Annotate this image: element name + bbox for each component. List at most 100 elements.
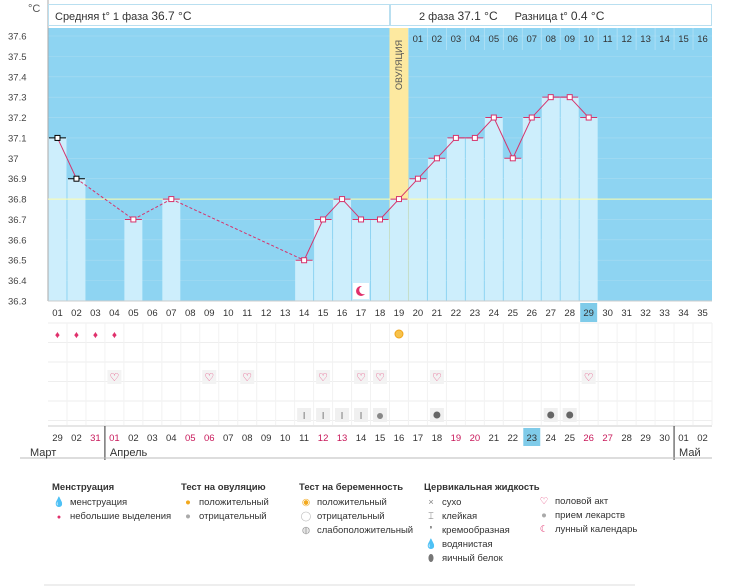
- heart-icon: ♡: [109, 372, 119, 384]
- annotation-cell-bg: [297, 408, 312, 422]
- cycle-day-label: 32: [640, 308, 651, 319]
- cycle-day-label: 10: [223, 308, 234, 319]
- calendar-date: 24: [545, 433, 556, 444]
- cycle-day-label: 24: [489, 308, 500, 319]
- temperature-point: [168, 196, 175, 203]
- legend-item: отрицательный: [199, 511, 267, 522]
- legend-pregnancy-test: Тест на беременность ◉ положительный ◯ отр…: [299, 482, 413, 538]
- phase2-value: 37.1 °C: [457, 9, 498, 23]
- menstruation-icon: ♦: [112, 330, 117, 341]
- sticky-icon: I: [360, 411, 363, 422]
- diff-value: 0.4 °C: [570, 9, 605, 23]
- temperature-bar: [427, 158, 446, 301]
- creamy-icon: [433, 411, 441, 419]
- cycle-day-label: 13: [280, 308, 291, 319]
- calendar-date: 28: [621, 433, 632, 444]
- temperature-point: [301, 257, 308, 264]
- post-ovulation-day: 02: [432, 34, 443, 45]
- annotation-cell-bg: [240, 370, 255, 384]
- temperature-line-segment: [493, 117, 514, 159]
- heart-icon: ♡: [204, 372, 214, 384]
- calendar-date: 23: [526, 433, 537, 444]
- y-tick-label: 37.3: [8, 93, 27, 104]
- annotation-cell-bg: [316, 370, 331, 384]
- cycle-day-label: 26: [526, 308, 537, 319]
- y-tick-label: 37.5: [8, 52, 27, 63]
- temperature-bar: [465, 137, 484, 301]
- cycle-day-label: 34: [678, 308, 689, 319]
- legend-cervical-fluid: Цервикальная жидкость × сухо ⌶ клейкая ❜ кр…: [424, 482, 540, 566]
- calendar-date: 14: [356, 433, 367, 444]
- temperature-line-segment: [512, 117, 533, 159]
- diff-label: Разница t°: [514, 11, 568, 23]
- legend-item: водянистая: [442, 539, 493, 550]
- cycle-day-label: 30: [602, 308, 613, 319]
- calendar-date: 08: [242, 433, 253, 444]
- cycle-day-label: 14: [299, 308, 310, 319]
- sticky-icon: ⌶: [428, 511, 434, 522]
- phase2-label: 2 фаза: [419, 11, 455, 23]
- egg-white-icon: ⬮: [428, 553, 434, 564]
- phase1-summary: Средняя t° 1 фаза 36.7 °C: [48, 4, 390, 26]
- temperature-bar: [579, 117, 598, 302]
- temperature-line-segment: [474, 117, 495, 139]
- cycle-day-label: 19: [394, 308, 405, 319]
- temperature-line-segment: [398, 178, 419, 200]
- cycle-day-label: 05: [128, 308, 139, 319]
- temperature-line-segment: [379, 198, 400, 220]
- y-tick-label: 37.6: [8, 32, 27, 43]
- legend-ovulation-title: Тест на овуляцию: [181, 482, 266, 493]
- menstruation-icon: 💧: [53, 497, 65, 508]
- cycle-day-label: 15: [318, 308, 329, 319]
- legend-item: положительный: [317, 497, 387, 508]
- calendar-date: 11: [299, 433, 309, 444]
- calendar-date: 30: [659, 433, 670, 444]
- cycle-day-label: 33: [659, 308, 670, 319]
- temperature-point: [358, 216, 365, 223]
- month-label: Апрель: [110, 447, 148, 459]
- temperature-point: [339, 196, 346, 203]
- cycle-day-label: 12: [261, 308, 272, 319]
- cycle-day-label: 35: [697, 308, 708, 319]
- temperature-point: [528, 114, 535, 121]
- heart-icon: ♡: [432, 372, 442, 384]
- ovulation-negative-icon: ●: [185, 511, 191, 522]
- temperature-line-segment: [171, 198, 305, 261]
- calendar-date: 17: [413, 433, 424, 444]
- phase1-value: 36.7 °C: [151, 9, 192, 23]
- temperature-point: [490, 114, 497, 121]
- sticky-icon: I: [341, 411, 344, 422]
- y-tick-label: 36.6: [8, 235, 27, 246]
- menstruation-icon: ♦: [74, 330, 79, 341]
- cycle-day-label: 03: [90, 308, 101, 319]
- calendar-date: 01: [109, 433, 120, 444]
- y-tick-label: 36.8: [8, 195, 27, 206]
- watery-icon: 💧: [425, 539, 437, 550]
- calendar-date: 10: [280, 433, 291, 444]
- sticky-icon: I: [322, 411, 325, 422]
- temperature-line-segment: [341, 198, 362, 220]
- temperature-point: [585, 114, 592, 121]
- post-ovulation-day: 14: [659, 34, 670, 45]
- post-ovulation-day: 01: [413, 34, 424, 45]
- calendar-date: 19: [451, 433, 462, 444]
- temperature-point: [73, 175, 80, 182]
- pregnancy-negative-icon: ◯: [300, 511, 312, 522]
- post-ovulation-day: 13: [640, 34, 651, 45]
- y-tick-label: 36.7: [8, 215, 27, 226]
- post-ovulation-day: 12: [621, 34, 632, 45]
- watery-icon: [377, 413, 383, 419]
- temperature-point: [130, 216, 137, 223]
- temperature-bar: [389, 199, 408, 301]
- pregnancy-weak-icon: ◍: [301, 525, 311, 536]
- y-tick-label: 36.4: [8, 276, 27, 287]
- temperature-line-segment: [322, 198, 343, 220]
- y-tick-label: 37.2: [8, 113, 27, 124]
- cycle-day-label: 08: [185, 308, 196, 319]
- legend-item: кремообразная: [442, 525, 510, 536]
- heart-icon: ♡: [242, 372, 252, 384]
- calendar-date: 02: [697, 433, 708, 444]
- post-ovulation-day: 15: [678, 34, 689, 45]
- today-date-cell: [523, 428, 541, 446]
- temperature-bar: [352, 219, 371, 301]
